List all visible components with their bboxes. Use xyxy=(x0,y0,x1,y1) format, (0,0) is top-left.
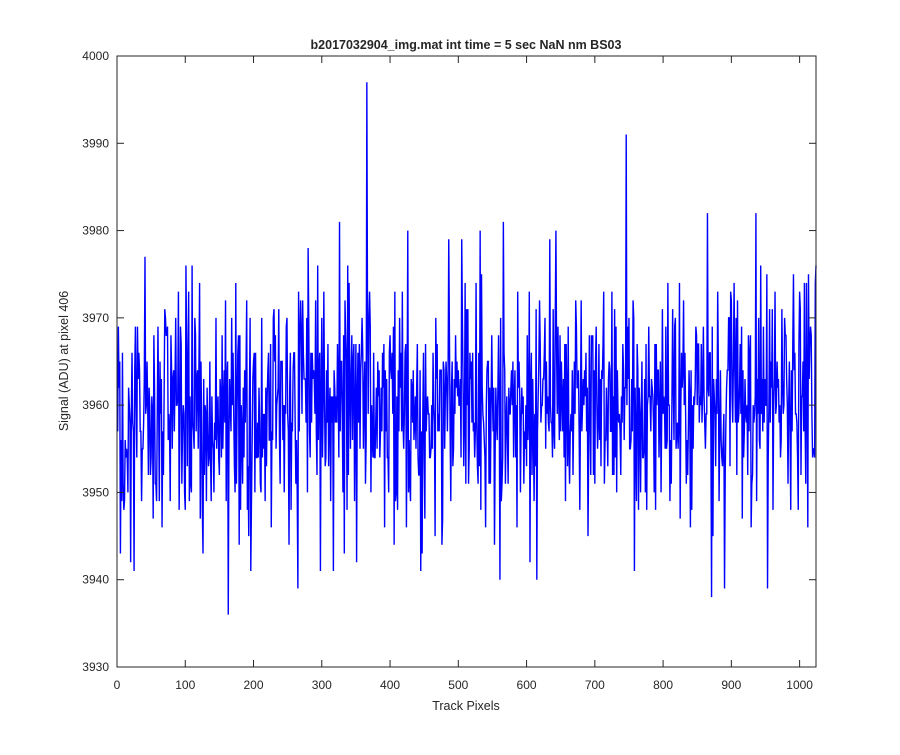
x-tick-label: 400 xyxy=(380,678,400,692)
series-line xyxy=(116,82,817,615)
x-tick-label: 200 xyxy=(244,678,264,692)
y-tick-label: 3980 xyxy=(82,224,109,238)
tick-layer: 0 100 200 300 400 500 600 700 800 900 1000 3930 3940… xyxy=(82,49,816,692)
x-tick-label: 600 xyxy=(517,678,537,692)
y-tick-label: 3950 xyxy=(82,485,109,499)
x-tick-label: 100 xyxy=(175,678,195,692)
y-tick-label: 3930 xyxy=(82,660,109,674)
x-tick-label: 0 xyxy=(114,678,121,692)
x-tick-label: 700 xyxy=(585,678,605,692)
y-tick-label: 3940 xyxy=(82,573,109,587)
y-tick-label: 3970 xyxy=(82,311,109,325)
x-tick-label: 800 xyxy=(653,678,673,692)
x-axis-label: Track Pixels xyxy=(432,699,500,713)
y-tick-label: 3990 xyxy=(82,136,109,150)
series-layer xyxy=(116,82,817,615)
y-tick-label: 3960 xyxy=(82,398,109,412)
chart-title: b2017032904_img.mat int time = 5 sec NaN… xyxy=(311,38,622,52)
x-tick-label: 500 xyxy=(448,678,468,692)
axes-box xyxy=(116,55,817,668)
y-axis-label: Signal (ADU) at pixel 406 xyxy=(57,291,71,431)
x-tick-label: 1000 xyxy=(786,678,813,692)
y-tick-label: 4000 xyxy=(82,49,109,63)
x-tick-label: 300 xyxy=(312,678,332,692)
x-tick-label: 900 xyxy=(721,678,741,692)
